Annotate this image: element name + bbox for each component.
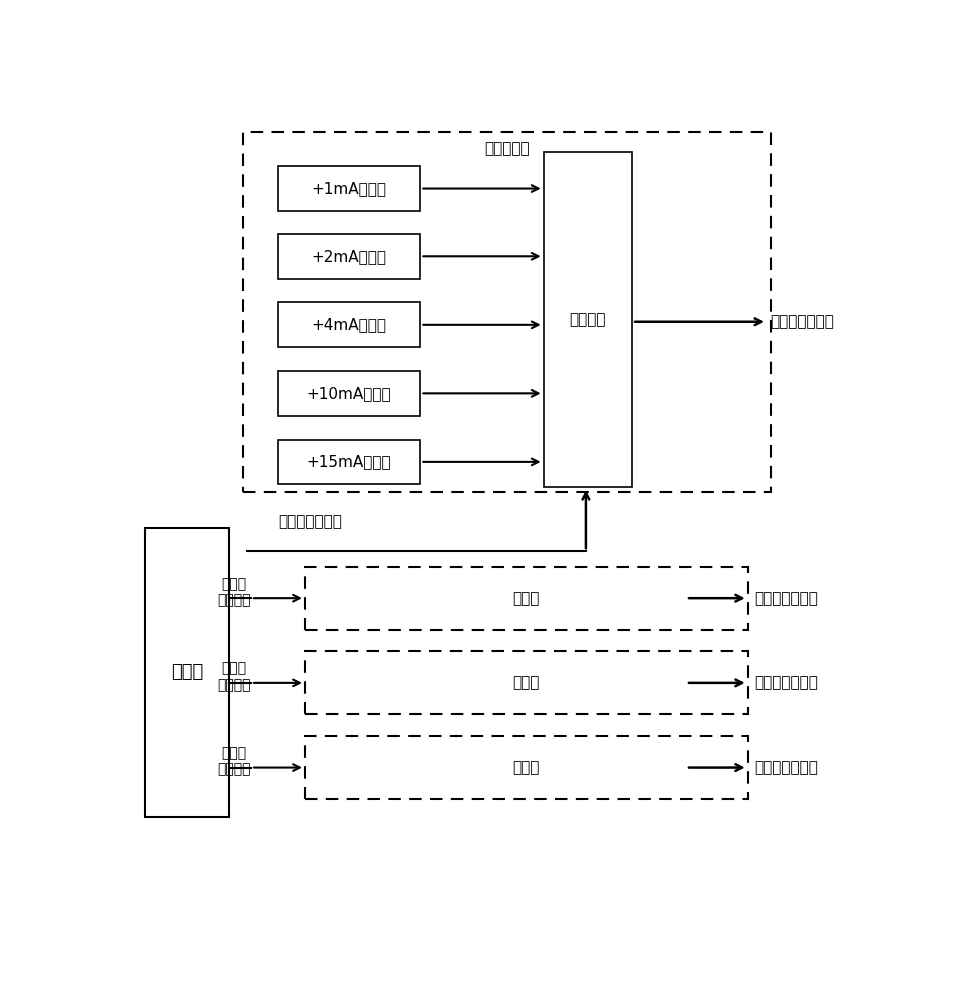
Bar — [278, 166, 420, 211]
Bar — [305, 651, 747, 714]
Text: 控制器: 控制器 — [171, 663, 203, 681]
Text: 第一组选通信号: 第一组选通信号 — [278, 514, 342, 529]
Bar — [278, 302, 420, 347]
Bar — [278, 371, 420, 416]
Bar — [543, 152, 632, 487]
Text: +2mA恒流源: +2mA恒流源 — [312, 249, 387, 264]
Bar — [146, 528, 228, 817]
Text: +4mA恒流源: +4mA恒流源 — [312, 317, 387, 332]
Text: 第四组: 第四组 — [512, 760, 539, 775]
Bar — [278, 234, 420, 279]
Text: 第一组输出信号: 第一组输出信号 — [771, 314, 835, 329]
Bar — [243, 132, 771, 492]
Text: 第二组
选通信号: 第二组 选通信号 — [218, 577, 251, 607]
Text: 第三组: 第三组 — [512, 675, 539, 690]
Text: 第四组
选通信号: 第四组 选通信号 — [218, 746, 251, 777]
Bar — [305, 567, 747, 630]
Text: 第二组: 第二组 — [512, 591, 539, 606]
Text: +10mA恒流源: +10mA恒流源 — [307, 386, 392, 401]
Text: 选通模块: 选通模块 — [570, 312, 607, 327]
Text: 第一组框图: 第一组框图 — [484, 141, 530, 156]
Bar — [278, 440, 420, 484]
Text: 第二组输出信号: 第二组输出信号 — [754, 591, 817, 606]
Text: +1mA恒流源: +1mA恒流源 — [312, 181, 387, 196]
Text: 第三组输出信号: 第三组输出信号 — [754, 675, 817, 690]
Text: +15mA恒流源: +15mA恒流源 — [307, 454, 392, 469]
Bar — [305, 736, 747, 799]
Text: 第四组输出信号: 第四组输出信号 — [754, 760, 817, 775]
Text: 第三组
选通信号: 第三组 选通信号 — [218, 662, 251, 692]
